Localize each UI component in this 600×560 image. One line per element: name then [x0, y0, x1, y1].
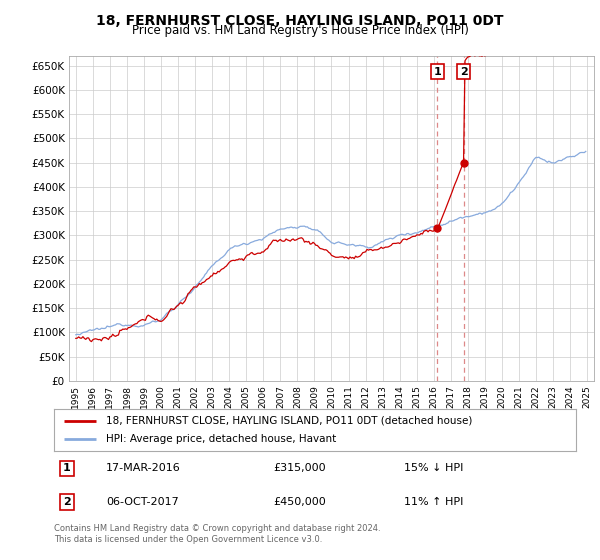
Text: 18, FERNHURST CLOSE, HAYLING ISLAND, PO11 0DT (detached house): 18, FERNHURST CLOSE, HAYLING ISLAND, PO1… [106, 416, 473, 426]
Text: £450,000: £450,000 [273, 497, 326, 507]
Text: Contains HM Land Registry data © Crown copyright and database right 2024.: Contains HM Land Registry data © Crown c… [54, 524, 380, 533]
Text: £315,000: £315,000 [273, 464, 326, 473]
Text: 2: 2 [63, 497, 71, 507]
Text: 17-MAR-2016: 17-MAR-2016 [106, 464, 181, 473]
Text: Price paid vs. HM Land Registry's House Price Index (HPI): Price paid vs. HM Land Registry's House … [131, 24, 469, 37]
Text: 18, FERNHURST CLOSE, HAYLING ISLAND, PO11 0DT: 18, FERNHURST CLOSE, HAYLING ISLAND, PO1… [96, 14, 504, 28]
Text: 11% ↑ HPI: 11% ↑ HPI [404, 497, 463, 507]
Text: 2: 2 [460, 67, 467, 77]
Text: HPI: Average price, detached house, Havant: HPI: Average price, detached house, Hava… [106, 434, 337, 444]
Text: 06-OCT-2017: 06-OCT-2017 [106, 497, 179, 507]
Text: 1: 1 [433, 67, 441, 77]
Text: This data is licensed under the Open Government Licence v3.0.: This data is licensed under the Open Gov… [54, 535, 322, 544]
Text: 1: 1 [63, 464, 71, 473]
Text: 15% ↓ HPI: 15% ↓ HPI [404, 464, 463, 473]
